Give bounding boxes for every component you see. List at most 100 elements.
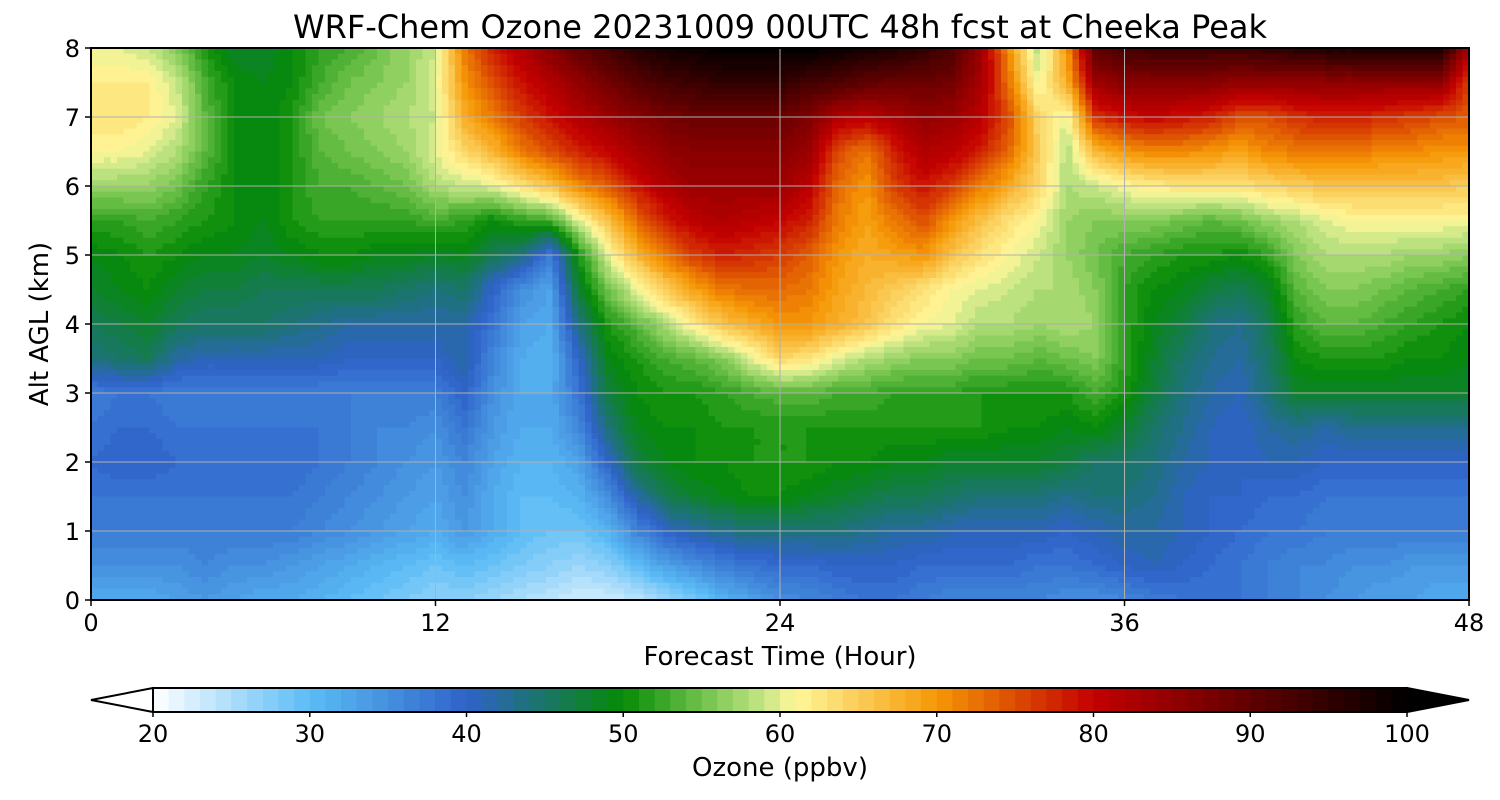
contour-cell	[761, 60, 768, 66]
contour-cell	[176, 134, 183, 140]
contour-cell	[1333, 106, 1340, 112]
contour-cell	[384, 117, 391, 123]
contour-cell	[1417, 65, 1424, 71]
contour-cell	[195, 175, 202, 181]
contour-cell	[1378, 117, 1385, 123]
contour-cell	[293, 100, 300, 106]
contour-cell	[488, 157, 495, 163]
contour-cell	[514, 129, 521, 135]
contour-cell	[611, 169, 618, 175]
contour-cell	[1021, 157, 1028, 163]
contour-cell	[325, 54, 332, 60]
contour-cell	[1157, 140, 1164, 146]
contour-cell	[1391, 175, 1398, 181]
contour-cell	[416, 169, 423, 175]
contour-cell	[1229, 169, 1236, 175]
contour-cell	[1170, 65, 1177, 71]
contour-cell	[299, 60, 306, 66]
contour-cell	[462, 140, 469, 146]
contour-cell	[1001, 83, 1008, 89]
contour-cell	[475, 123, 482, 129]
contour-cell	[780, 146, 787, 152]
contour-cell	[969, 157, 976, 163]
contour-cell	[1144, 60, 1151, 66]
contour-cell	[436, 88, 443, 94]
contour-cell	[1359, 123, 1366, 129]
contour-cell	[351, 94, 358, 100]
contour-cell	[722, 94, 729, 100]
contour-cell	[637, 134, 644, 140]
contour-cell	[579, 94, 586, 100]
contour-cell	[1443, 71, 1450, 77]
contour-cell	[884, 152, 891, 158]
contour-cell	[254, 60, 261, 66]
contour-cell	[1001, 134, 1008, 140]
contour-cell	[956, 88, 963, 94]
contour-cell	[592, 65, 599, 71]
contour-cell	[767, 60, 774, 66]
contour-cell	[1372, 129, 1379, 135]
contour-cell	[579, 129, 586, 135]
contour-cell	[650, 100, 657, 106]
contour-cell	[488, 123, 495, 129]
contour-cell	[189, 83, 196, 89]
contour-cell	[208, 129, 215, 135]
contour-cell	[254, 163, 261, 169]
contour-cell	[215, 94, 222, 100]
contour-cell	[559, 83, 566, 89]
contour-cell	[969, 134, 976, 140]
contour-cell	[371, 106, 378, 112]
contour-cell	[1177, 88, 1184, 94]
contour-cell	[540, 54, 547, 60]
contour-cell	[1313, 54, 1320, 60]
contour-cell	[897, 60, 904, 66]
contour-cell	[1086, 169, 1093, 175]
contour-cell	[208, 117, 215, 123]
contour-cell	[897, 157, 904, 163]
contour-cell	[852, 140, 859, 146]
contour-cell	[416, 129, 423, 135]
contour-cell	[156, 163, 163, 169]
contour-cell	[98, 152, 105, 158]
contour-cell	[579, 134, 586, 140]
contour-cell	[624, 65, 631, 71]
contour-cell	[748, 157, 755, 163]
contour-cell	[1229, 88, 1236, 94]
contour-cell	[559, 129, 566, 135]
contour-cell	[644, 175, 651, 181]
contour-cell	[1112, 157, 1119, 163]
contour-cell	[1313, 152, 1320, 158]
contour-cell	[1040, 83, 1047, 89]
contour-cell	[345, 163, 352, 169]
contour-cell	[1131, 71, 1138, 77]
contour-cell	[338, 106, 345, 112]
contour-cell	[1300, 71, 1307, 77]
contour-cell	[488, 163, 495, 169]
contour-cell	[1203, 77, 1210, 83]
contour-cell	[709, 134, 716, 140]
contour-cell	[514, 175, 521, 181]
contour-cell	[780, 83, 787, 89]
contour-cell	[995, 175, 1002, 181]
contour-cell	[163, 146, 170, 152]
contour-cell	[754, 123, 761, 129]
contour-cell	[1333, 71, 1340, 77]
contour-cell	[715, 83, 722, 89]
contour-cell	[722, 140, 729, 146]
contour-cell	[780, 71, 787, 77]
contour-cell	[163, 163, 170, 169]
contour-cell	[761, 54, 768, 60]
contour-cell	[306, 71, 313, 77]
contour-cell	[839, 123, 846, 129]
contour-cell	[143, 163, 150, 169]
contour-cell	[1092, 140, 1099, 146]
contour-cell	[962, 117, 969, 123]
contour-cell	[338, 65, 345, 71]
contour-cell	[969, 117, 976, 123]
contour-cell	[572, 169, 579, 175]
contour-cell	[1138, 65, 1145, 71]
contour-cell	[949, 157, 956, 163]
contour-cell	[1027, 140, 1034, 146]
contour-cell	[910, 175, 917, 181]
contour-cell	[1326, 117, 1333, 123]
